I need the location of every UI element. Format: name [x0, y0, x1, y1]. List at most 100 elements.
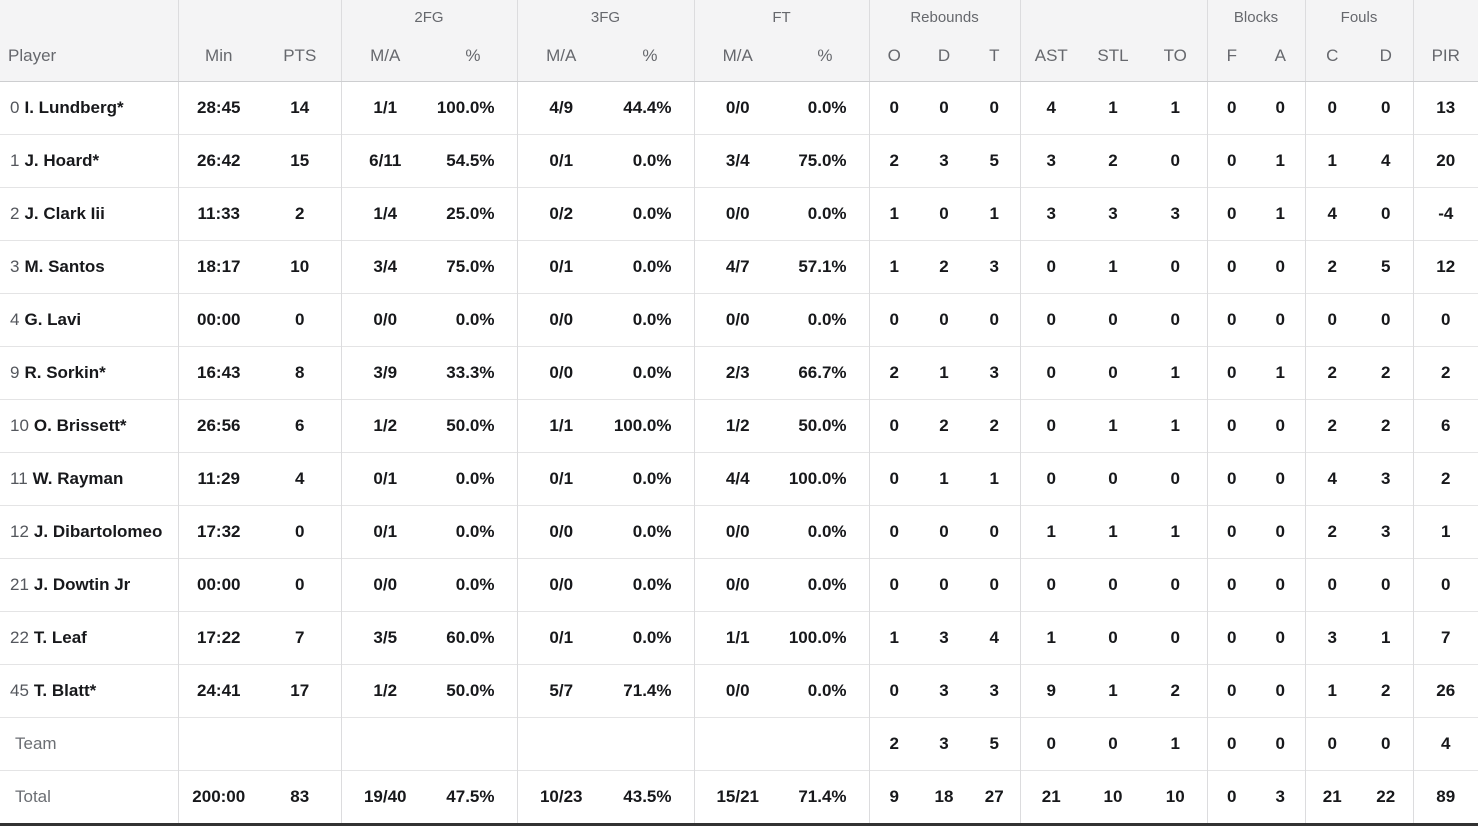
col-header-3fg-pct: %	[605, 31, 694, 82]
stat-cell-foul-c: 2	[1304, 346, 1360, 400]
stat-cell-blk-a: 0	[1256, 240, 1306, 294]
stat-cell-blk-f: 0	[1206, 664, 1257, 718]
stat-cell-3fg-ma: 0/1	[516, 134, 605, 188]
stat-cell-ft-ma: 4/7	[693, 240, 781, 294]
col-header-2fg-ma: M/A	[340, 31, 429, 82]
group-header-row: 2FG 3FG FT Rebounds Blocks Fouls	[0, 0, 1478, 31]
stat-cell-2fg-pct: 54.5%	[429, 134, 517, 188]
group-2fg: 2FG	[340, 0, 517, 31]
stat-cell-ft-ma: 0/0	[693, 664, 781, 718]
stat-cell-ft-ma: 0/0	[693, 558, 781, 612]
stat-cell-pir: 26	[1412, 664, 1478, 718]
player-name[interactable]: G. Lavi	[24, 310, 82, 329]
stat-cell-pir: 13	[1412, 81, 1478, 135]
player-name[interactable]: W. Rayman	[32, 469, 124, 488]
stat-cell-blk-a: 0	[1256, 558, 1306, 612]
stat-cell-to: 0	[1144, 134, 1208, 188]
stat-cell-min	[177, 717, 259, 771]
stat-cell-ft-ma: 2/3	[693, 346, 781, 400]
stat-cell-2fg-pct	[429, 717, 517, 771]
stat-cell-foul-d: 5	[1359, 240, 1414, 294]
player-number: 2	[10, 204, 20, 223]
stat-cell-reb-d: 2	[919, 399, 970, 453]
stat-cell-to: 1	[1144, 346, 1208, 400]
player-number: 3	[10, 257, 20, 276]
stat-cell-reb-t: 3	[969, 664, 1021, 718]
player-number: 10	[10, 416, 29, 435]
player-name[interactable]: T. Blatt*	[33, 681, 97, 700]
stat-cell-3fg-ma: 0/0	[516, 346, 605, 400]
stat-cell-reb-o: 0	[868, 558, 920, 612]
stat-cell-min: 18:17	[177, 240, 259, 294]
stat-cell-2fg-ma: 1/1	[340, 81, 429, 135]
stat-cell-blk-f: 0	[1206, 505, 1257, 559]
stat-cell-2fg-ma: 0/1	[340, 505, 429, 559]
stat-cell-blk-a: 3	[1256, 770, 1306, 825]
stat-cell-to: 0	[1144, 558, 1208, 612]
stat-cell-pts: 15	[259, 134, 341, 188]
stat-cell-stl: 1	[1082, 664, 1145, 718]
col-header-blk-f: F	[1206, 31, 1257, 82]
stat-cell-pts: 0	[259, 558, 341, 612]
stat-cell-min: 17:22	[177, 611, 259, 665]
group-blocks: Blocks	[1206, 0, 1306, 31]
stat-cell-reb-t: 2	[969, 399, 1021, 453]
stat-cell-reb-d: 1	[919, 452, 970, 506]
player-name[interactable]: J. Clark Iii	[24, 204, 105, 223]
stat-cell-reb-t: 0	[969, 558, 1021, 612]
stat-cell-pts: 7	[259, 611, 341, 665]
stat-cell-reb-d: 0	[919, 293, 970, 347]
stat-cell-stl: 10	[1082, 770, 1145, 825]
stat-cell-foul-d: 0	[1359, 558, 1414, 612]
stat-cell-pir: 2	[1412, 346, 1478, 400]
stat-cell-foul-d: 0	[1359, 717, 1414, 771]
table-row: 22 T. Leaf 17:22 7 3/5 60.0% 0/1 0.0% 1/1…	[0, 611, 1478, 665]
player-name[interactable]: J. Hoard*	[24, 151, 100, 170]
stat-cell-reb-o: 0	[868, 399, 920, 453]
player-number: 45	[10, 681, 29, 700]
player-name[interactable]: R. Sorkin*	[24, 363, 106, 382]
stat-cell-pir: 20	[1412, 134, 1478, 188]
stat-cell-pts: 6	[259, 399, 341, 453]
stat-cell-2fg-pct: 47.5%	[429, 770, 517, 825]
player-cell: 12 J. Dibartolomeo	[0, 505, 178, 559]
stat-cell-ast: 0	[1019, 399, 1083, 453]
stat-cell-2fg-pct: 0.0%	[429, 452, 517, 506]
stat-cell-reb-t: 1	[969, 187, 1021, 241]
stat-cell-2fg-pct: 33.3%	[429, 346, 517, 400]
group-fouls: Fouls	[1304, 0, 1414, 31]
stat-cell-pts: 4	[259, 452, 341, 506]
player-name[interactable]: Team	[15, 734, 57, 753]
table-row: 10 O. Brissett* 26:56 6 1/2 50.0% 1/1 100…	[0, 399, 1478, 453]
stat-cell-ft-ma	[693, 717, 781, 771]
stat-cell-ast: 0	[1019, 240, 1083, 294]
table-row: 4 G. Lavi 00:00 0 0/0 0.0% 0/0 0.0% 0/0 0…	[0, 293, 1478, 347]
stat-cell-reb-d: 3	[919, 664, 970, 718]
player-name[interactable]: J. Dowtin Jr	[33, 575, 131, 594]
player-number: 11	[10, 469, 28, 488]
stat-cell-pir: 0	[1412, 293, 1478, 347]
player-name[interactable]: J. Dibartolomeo	[33, 522, 163, 541]
stat-cell-2fg-ma: 0/0	[340, 558, 429, 612]
stat-cell-reb-t: 5	[969, 717, 1021, 771]
stat-cell-2fg-ma: 3/9	[340, 346, 429, 400]
stat-cell-reb-t: 0	[969, 505, 1021, 559]
player-name[interactable]: Total	[15, 787, 51, 806]
stat-cell-2fg-ma: 0/1	[340, 452, 429, 506]
stat-cell-ft-pct: 66.7%	[781, 346, 870, 400]
col-header-ft-pct: %	[781, 31, 870, 82]
stat-cell-ft-pct: 0.0%	[781, 187, 870, 241]
stat-cell-blk-a: 0	[1256, 505, 1306, 559]
player-name[interactable]: I. Lundberg*	[24, 98, 124, 117]
stat-cell-3fg-pct: 43.5%	[605, 770, 694, 825]
stat-cell-ast: 0	[1019, 346, 1083, 400]
stat-cell-reb-o: 0	[868, 452, 920, 506]
stat-cell-ft-ma: 4/4	[693, 452, 781, 506]
player-name[interactable]: M. Santos	[24, 257, 105, 276]
player-name[interactable]: T. Leaf	[33, 628, 87, 647]
player-name[interactable]: O. Brissett*	[33, 416, 127, 435]
stat-cell-3fg-pct: 0.0%	[605, 611, 694, 665]
stat-cell-blk-a: 0	[1256, 452, 1306, 506]
stat-cell-min: 00:00	[177, 293, 259, 347]
stat-cell-ft-pct: 100.0%	[781, 452, 870, 506]
